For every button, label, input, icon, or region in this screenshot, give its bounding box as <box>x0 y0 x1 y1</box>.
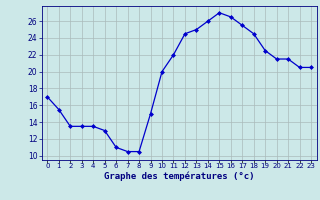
X-axis label: Graphe des températures (°c): Graphe des températures (°c) <box>104 172 254 181</box>
